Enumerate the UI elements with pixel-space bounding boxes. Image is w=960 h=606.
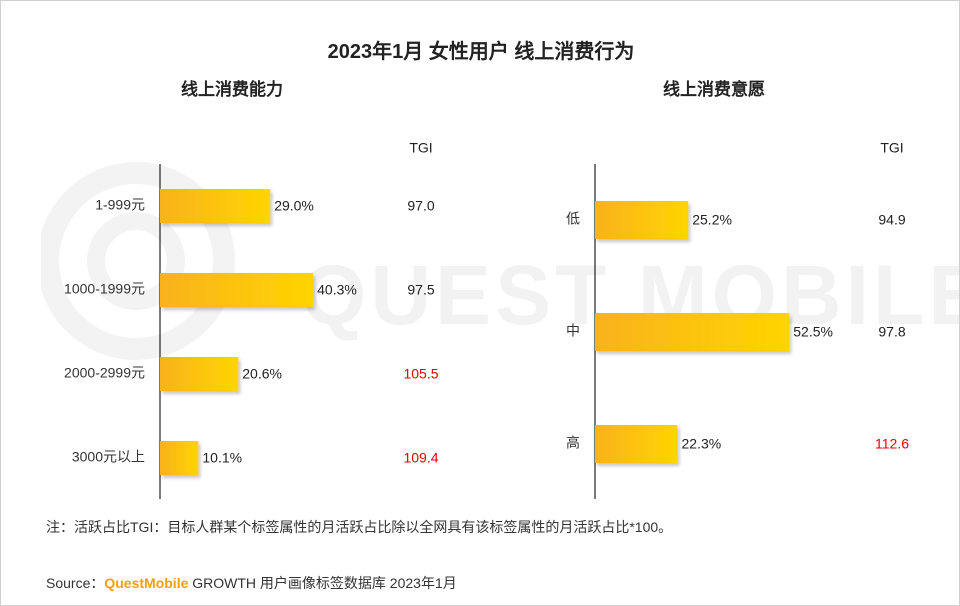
left-tgi-header: TGI bbox=[409, 140, 432, 156]
source-line: Source：QuestMobile GROWTH 用户画像标签数据库 2023… bbox=[46, 573, 457, 593]
right-bar-2 bbox=[595, 313, 790, 351]
left-tgi-value-3: 105.5 bbox=[403, 366, 438, 382]
left-category-label-1: 1-999元 bbox=[95, 197, 145, 213]
right-bar-1 bbox=[595, 201, 689, 239]
left-category-label-2: 1000-1999元 bbox=[64, 281, 145, 297]
source-rest: GROWTH 用户画像标签数据库 2023年1月 bbox=[188, 575, 457, 591]
left-value-label-4: 10.1% bbox=[202, 450, 242, 466]
right-value-label-3: 22.3% bbox=[682, 436, 722, 452]
right-tgi-value-2: 97.8 bbox=[878, 324, 905, 340]
source-prefix: Source： bbox=[46, 575, 105, 591]
right-value-label-2: 52.5% bbox=[793, 324, 833, 340]
left-bar-4 bbox=[160, 441, 199, 475]
right-tgi-header: TGI bbox=[880, 140, 903, 156]
left-bar-3 bbox=[160, 357, 239, 391]
left-category-label-3: 2000-2999元 bbox=[64, 365, 145, 381]
left-value-label-3: 20.6% bbox=[242, 366, 282, 382]
left-bar-2 bbox=[160, 273, 314, 307]
right-category-label-2: 中 bbox=[566, 323, 580, 339]
left-tgi-value-1: 97.0 bbox=[407, 198, 434, 214]
right-category-label-1: 低 bbox=[566, 211, 580, 227]
right-value-label-1: 25.2% bbox=[692, 212, 732, 228]
left-value-label-2: 40.3% bbox=[317, 282, 357, 298]
left-tgi-value-2: 97.5 bbox=[407, 282, 434, 298]
main-title: 2023年1月 女性用户 线上消费行为 bbox=[327, 41, 635, 63]
left-bar-1 bbox=[160, 189, 271, 223]
right-chart-title: 线上消费意愿 bbox=[663, 80, 765, 99]
left-chart-title: 线上消费能力 bbox=[181, 80, 283, 99]
right-tgi-value-1: 94.9 bbox=[878, 212, 905, 228]
left-value-label-1: 29.0% bbox=[274, 198, 314, 214]
left-tgi-value-4: 109.4 bbox=[403, 450, 438, 466]
footnote: 注：活跃占比TGI：目标人群某个标签属性的月活跃占比除以全网具有该标签属性的月活… bbox=[46, 519, 673, 535]
source-brand: QuestMobile bbox=[104, 575, 189, 591]
right-bar-3 bbox=[595, 425, 678, 463]
left-category-label-4: 3000元以上 bbox=[72, 449, 145, 465]
right-category-label-3: 高 bbox=[566, 435, 580, 451]
right-tgi-value-3: 112.6 bbox=[875, 436, 909, 452]
